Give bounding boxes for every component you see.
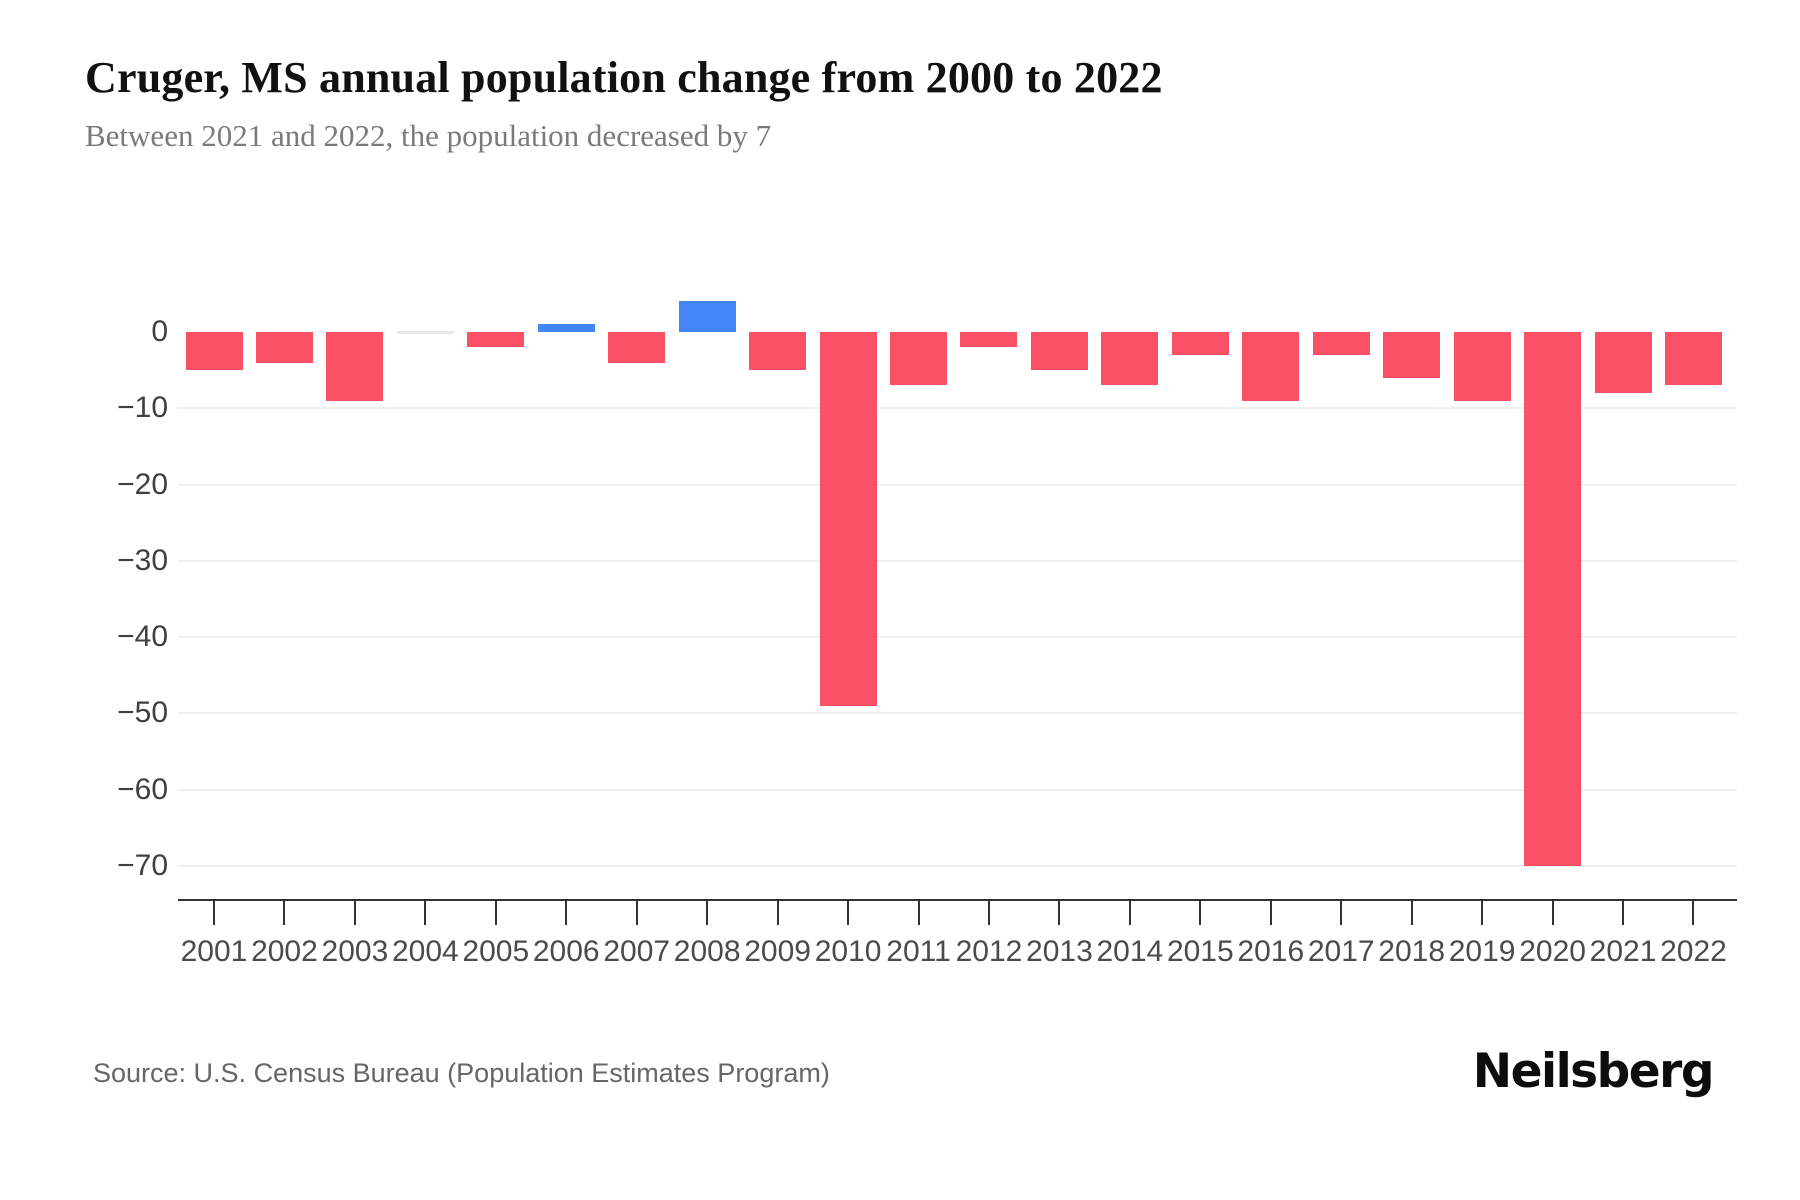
x-axis-tick-mark-2020 <box>1551 899 1554 925</box>
x-axis-tick-mark-2012 <box>987 899 990 925</box>
x-axis-tick-label-2016: 2016 <box>1237 935 1305 968</box>
x-axis-tick-label-2021: 2021 <box>1589 935 1657 968</box>
gridline--10 <box>178 407 1737 410</box>
gridline--20 <box>178 483 1737 486</box>
bar-2021[interactable] <box>1594 332 1652 394</box>
x-axis-tick-mark-2013 <box>1058 899 1061 925</box>
source-note: Source: U.S. Census Bureau (Population E… <box>93 1058 830 1088</box>
bar-2011[interactable] <box>890 332 948 386</box>
x-axis-tick-mark-2018 <box>1410 899 1413 925</box>
x-axis-tick-label-2004: 2004 <box>391 935 459 968</box>
y-axis-tick-label--50: −50 <box>117 696 168 730</box>
x-axis-tick-label-2015: 2015 <box>1166 935 1234 968</box>
bar-2015[interactable] <box>1171 332 1229 355</box>
bar-2003[interactable] <box>326 332 384 401</box>
x-axis-tick-label-2002: 2002 <box>251 935 318 968</box>
bar-2007[interactable] <box>608 332 666 363</box>
x-axis-tick-mark-2011 <box>917 899 920 925</box>
x-axis-tick-mark-2005 <box>494 899 497 925</box>
x-axis-tick-mark-2009 <box>776 899 779 925</box>
plot-area: 2001 2002 2003 2004 2005 2006 2007 2008 2009 2010… <box>178 252 1737 968</box>
x-axis-tick-mark-2021 <box>1622 899 1625 925</box>
bar-2012[interactable] <box>960 332 1018 348</box>
x-axis-tick-label-2003: 2003 <box>321 935 389 968</box>
bar-2009[interactable] <box>749 332 807 371</box>
x-axis-tick-mark-2016 <box>1269 899 1272 925</box>
y-axis-tick-label--70: −70 <box>117 849 168 883</box>
x-axis-tick-mark-2007 <box>635 899 638 925</box>
x-axis-tick-mark-2008 <box>706 899 709 925</box>
bar-2006[interactable] <box>537 324 595 332</box>
bar-2001[interactable] <box>185 332 243 371</box>
x-axis-tick-label-2010: 2010 <box>814 935 882 968</box>
y-axis-tick-label--60: −60 <box>117 772 168 806</box>
y-axis-tick-label--40: −40 <box>117 620 168 654</box>
bar-2020[interactable] <box>1524 332 1582 867</box>
y-axis-tick-label--20: −20 <box>117 467 168 501</box>
x-axis-tick-mark-2001 <box>213 899 215 925</box>
x-axis-tick-label-2018: 2018 <box>1378 935 1446 968</box>
chart-subtitle: Between 2021 and 2022, the population de… <box>85 118 772 153</box>
brand-logo: Neilsberg <box>1472 1044 1715 1099</box>
x-axis-tick-mark-2002 <box>283 899 286 925</box>
x-axis-tick-mark-2006 <box>565 899 568 925</box>
x-axis-tick-label-2005: 2005 <box>462 935 530 968</box>
x-axis-tick-label-2009: 2009 <box>744 935 811 968</box>
x-axis-tick-label-2020: 2020 <box>1519 935 1586 968</box>
y-axis-tick-label--30: −30 <box>117 543 168 577</box>
x-axis-tick-mark-2010 <box>847 899 850 925</box>
x-axis-tick-label-2008: 2008 <box>673 935 741 968</box>
x-axis-tick-label-2007: 2007 <box>603 935 671 968</box>
gridline--50 <box>178 712 1737 715</box>
x-axis-tick-label-2022: 2022 <box>1660 935 1727 968</box>
gridline--70 <box>178 865 1737 868</box>
bar-2016[interactable] <box>1242 332 1300 401</box>
gridline--30 <box>178 559 1737 562</box>
bar-2018[interactable] <box>1383 332 1441 378</box>
x-axis-tick-mark-2017 <box>1340 899 1343 925</box>
gridline--40 <box>178 636 1737 639</box>
x-axis-tick-label-2012: 2012 <box>955 935 1023 968</box>
bar-2019[interactable] <box>1453 332 1511 401</box>
x-axis-tick-label-2013: 2013 <box>1026 935 1093 968</box>
y-axis-tick-label-0: 0 <box>151 315 168 348</box>
bar-2022[interactable] <box>1664 332 1722 386</box>
gridline--60 <box>178 788 1737 791</box>
x-axis-tick-mark-2004 <box>424 899 427 925</box>
x-axis-tick-label-2006: 2006 <box>532 935 600 968</box>
chart-title: Cruger, MS annual population change from… <box>85 53 1163 102</box>
x-axis-tick-mark-2019 <box>1481 899 1484 925</box>
bar-2013[interactable] <box>1030 332 1088 371</box>
x-axis-tick-label-2017: 2017 <box>1307 935 1375 968</box>
bar-2010[interactable] <box>819 332 877 706</box>
x-axis-tick-mark-2014 <box>1128 899 1131 925</box>
bar-2005[interactable] <box>467 332 525 348</box>
x-axis-tick-label-2014: 2014 <box>1096 935 1164 968</box>
bar-2008[interactable] <box>678 301 736 332</box>
bar-2014[interactable] <box>1101 332 1159 386</box>
y-axis-tick-label--10: −10 <box>117 391 168 425</box>
bar-2004[interactable] <box>396 331 454 334</box>
bar-2002[interactable] <box>255 332 313 363</box>
bar-2017[interactable] <box>1312 332 1370 355</box>
x-axis-tick-label-2011: 2011 <box>886 935 951 968</box>
x-axis-tick-mark-2015 <box>1199 899 1202 925</box>
x-axis-tick-label-2019: 2019 <box>1448 935 1516 968</box>
x-axis-tick-mark-2022 <box>1692 899 1695 925</box>
x-axis-tick-mark-2003 <box>353 899 356 925</box>
x-axis-tick-label-2001: 2001 <box>180 935 248 968</box>
